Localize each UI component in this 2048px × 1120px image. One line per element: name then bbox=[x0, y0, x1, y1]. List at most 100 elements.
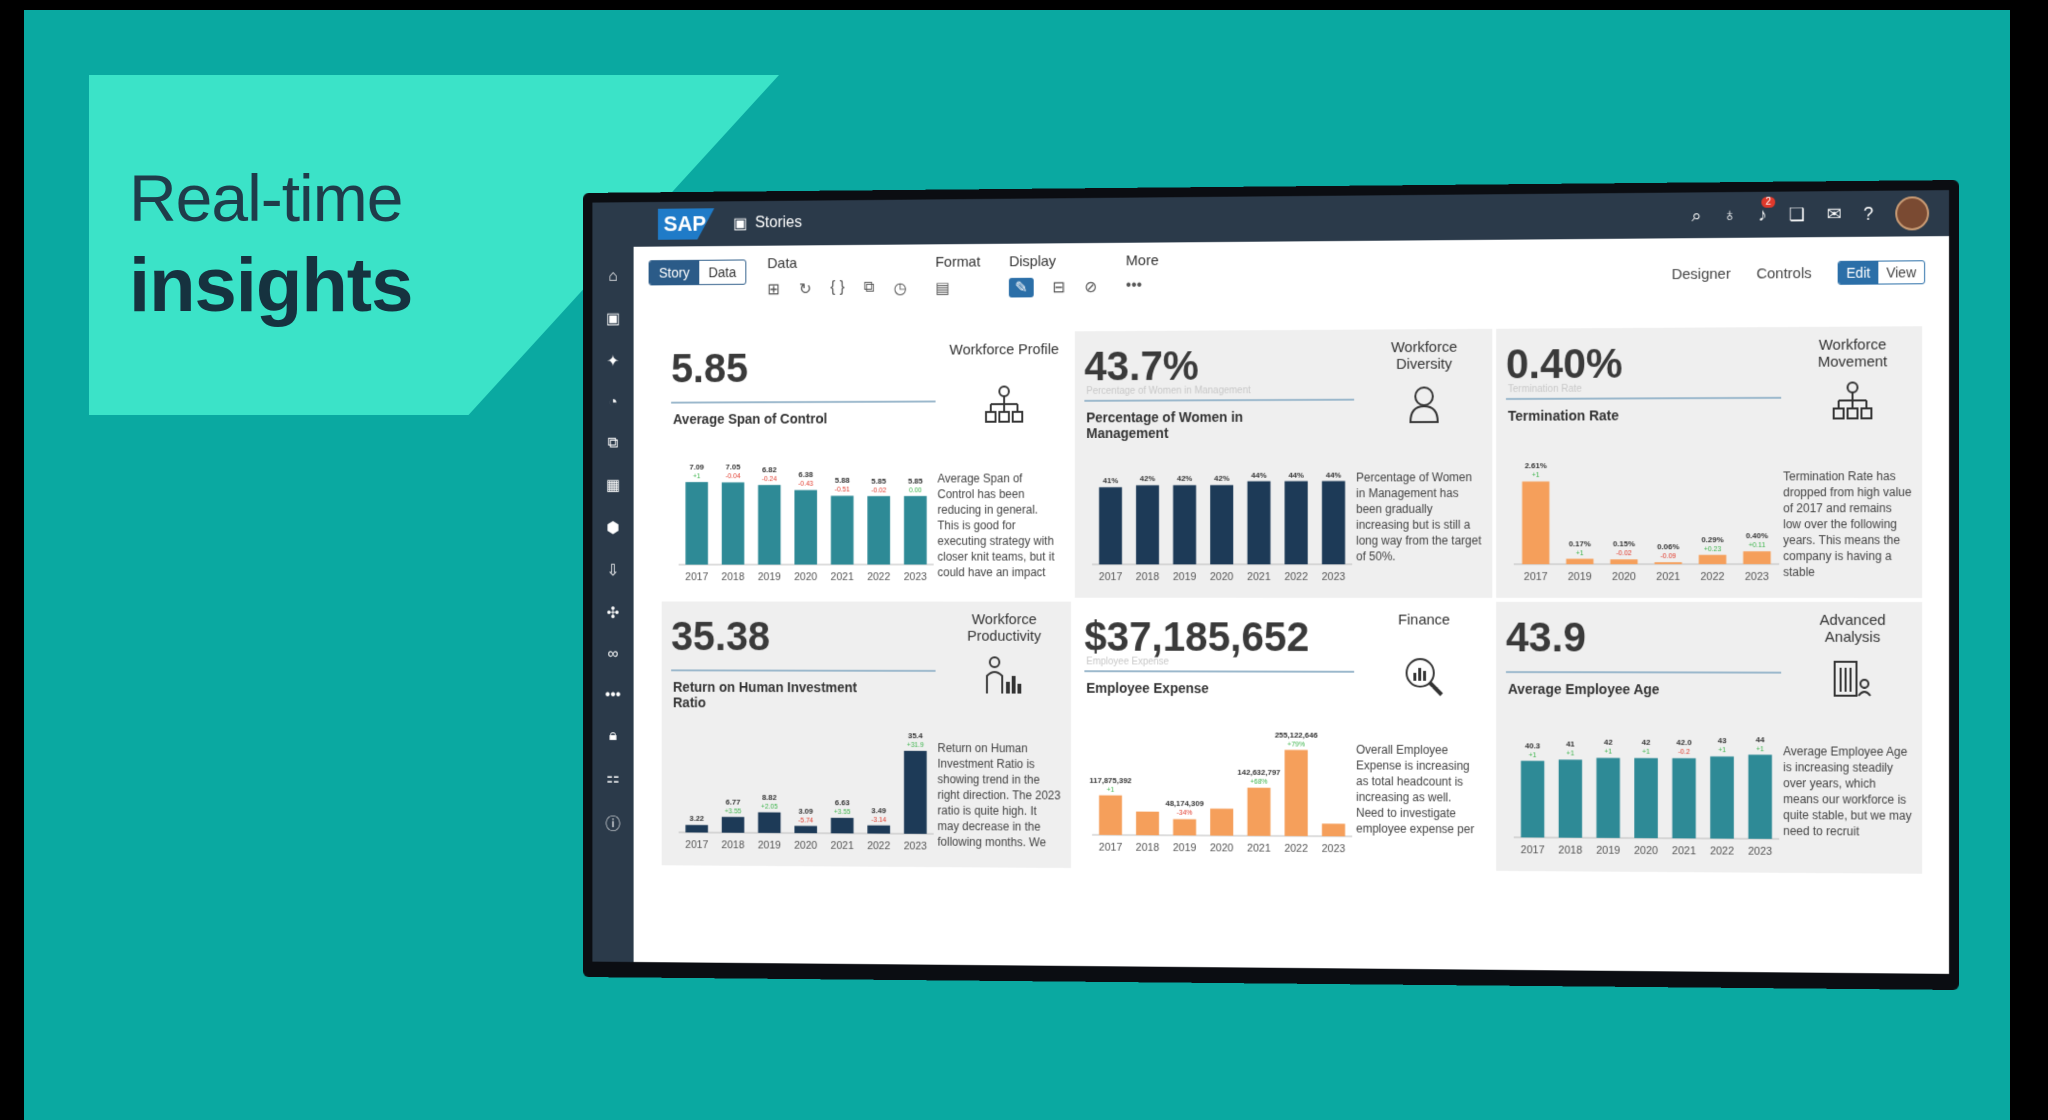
binoculars-icon[interactable]: ∞ bbox=[608, 646, 619, 663]
refresh-icon[interactable]: ↻ bbox=[799, 279, 812, 299]
x-tick-label: 2022 bbox=[1700, 571, 1724, 583]
chart-bar[interactable] bbox=[1210, 485, 1233, 564]
more-options-icon[interactable]: ••• bbox=[1126, 277, 1142, 295]
chart-bar[interactable] bbox=[1136, 812, 1159, 836]
chart-bar[interactable] bbox=[1559, 760, 1582, 838]
chart-bar[interactable] bbox=[1610, 559, 1637, 564]
x-tick-label: 2019 bbox=[1596, 845, 1620, 857]
data-label: 44% bbox=[1251, 470, 1266, 479]
comment-icon[interactable]: ✎ bbox=[1009, 278, 1033, 298]
lightbulb-icon[interactable]: ♁ bbox=[1723, 204, 1736, 225]
modeler-icon[interactable]: ✦ bbox=[607, 352, 620, 371]
more-icon[interactable]: ••• bbox=[605, 687, 621, 704]
chart-bar[interactable] bbox=[1596, 758, 1619, 838]
dashboard-icon[interactable]: ◔ bbox=[608, 394, 617, 411]
chart-bar[interactable] bbox=[1247, 788, 1270, 836]
chart-bar[interactable] bbox=[1743, 551, 1771, 564]
table-icon[interactable]: ▦ bbox=[606, 476, 620, 495]
chart-bar[interactable] bbox=[1285, 750, 1308, 836]
kpi-tile[interactable]: 35.38 Return on Human Investment Ratio W… bbox=[662, 601, 1071, 868]
chart-bar[interactable] bbox=[1173, 485, 1196, 564]
chart-title: Average Employee Age bbox=[1508, 681, 1704, 697]
panel-icon[interactable]: ⊟ bbox=[1052, 278, 1065, 298]
chart-bar[interactable] bbox=[685, 825, 707, 833]
controls-button[interactable]: Controls bbox=[1756, 265, 1811, 282]
chart-bar[interactable] bbox=[1136, 485, 1159, 564]
category-label: Workforce Movement bbox=[1793, 336, 1912, 371]
deployment-icon[interactable]: ⚏ bbox=[606, 768, 619, 787]
history-icon[interactable]: ◷ bbox=[893, 279, 906, 299]
chart-bar[interactable] bbox=[904, 496, 927, 565]
chart-bar[interactable] bbox=[831, 496, 854, 565]
stories-icon[interactable]: ▣ bbox=[606, 309, 620, 328]
bar-chart: 40.3+1201741+1201842+1201942+1202042.0-0… bbox=[1504, 721, 1789, 871]
add-data-icon[interactable]: ⊞ bbox=[767, 280, 780, 300]
x-tick-label: 2020 bbox=[1612, 571, 1636, 583]
chat-icon[interactable]: ❏ bbox=[1789, 204, 1805, 225]
chart-bar[interactable] bbox=[1099, 487, 1122, 564]
chart-bar[interactable] bbox=[1521, 761, 1544, 838]
org-chart-icon bbox=[983, 384, 1025, 427]
designer-button[interactable]: Designer bbox=[1672, 265, 1731, 282]
bell-icon[interactable]: ♪ 2 bbox=[1758, 204, 1767, 225]
chart-bar[interactable] bbox=[685, 482, 707, 565]
chart-bar[interactable] bbox=[758, 485, 781, 565]
apps-icon[interactable]: ⧉ bbox=[608, 435, 619, 452]
chart-bar[interactable] bbox=[867, 825, 890, 833]
chart-bar[interactable] bbox=[1654, 562, 1681, 564]
kpi-tile[interactable]: 5.85 Average Span of Control Workforce P… bbox=[662, 331, 1071, 597]
kpi-tile[interactable]: 0.40% Termination Rate Termination Rate … bbox=[1496, 326, 1922, 598]
sap-logo[interactable]: SAP bbox=[658, 208, 714, 240]
kpi-tile[interactable]: $37,185,652 Employee Expense Employee Ex… bbox=[1075, 602, 1492, 871]
delta-label: +1 bbox=[693, 473, 701, 480]
feedback-icon[interactable]: ✉ bbox=[1827, 204, 1842, 225]
chart-bar[interactable] bbox=[1522, 481, 1549, 564]
explore-icon[interactable]: ⊘ bbox=[1084, 277, 1097, 297]
edit-button[interactable]: Edit bbox=[1838, 262, 1878, 284]
stories-nav[interactable]: ▣ Stories bbox=[733, 213, 802, 233]
chart-bar[interactable] bbox=[1566, 559, 1593, 564]
chart-bar[interactable] bbox=[1322, 481, 1345, 564]
chart-bar[interactable] bbox=[1634, 758, 1658, 838]
x-tick-label: 2022 bbox=[1284, 843, 1308, 855]
chart-bar[interactable] bbox=[904, 751, 927, 834]
home-icon[interactable]: ⌂ bbox=[608, 268, 617, 286]
cube-icon[interactable]: ⬢ bbox=[606, 518, 619, 537]
chart-bar[interactable] bbox=[1699, 555, 1727, 564]
data-tab[interactable]: Data bbox=[699, 260, 746, 284]
story-tab[interactable]: Story bbox=[650, 261, 699, 285]
chart-bar[interactable] bbox=[722, 482, 745, 564]
chart-bar[interactable] bbox=[831, 818, 854, 834]
kpi-tile[interactable]: 43.7% Percentage of Women in Management … bbox=[1075, 329, 1492, 598]
chart-bar[interactable] bbox=[1322, 824, 1345, 837]
security-icon[interactable]: 🔒︎ bbox=[609, 727, 617, 744]
chart-bar[interactable] bbox=[1672, 758, 1696, 838]
chart-bar[interactable] bbox=[1710, 756, 1734, 838]
chart-bar[interactable] bbox=[1099, 795, 1122, 835]
view-button[interactable]: View bbox=[1878, 261, 1924, 283]
chart-title: Average Span of Control bbox=[673, 411, 862, 427]
connections-icon[interactable]: ✣ bbox=[607, 603, 620, 622]
chart-bar[interactable] bbox=[867, 496, 890, 564]
formula-icon[interactable]: { } bbox=[830, 279, 844, 299]
avatar[interactable] bbox=[1895, 196, 1929, 230]
search-icon[interactable]: ⌕ bbox=[1691, 205, 1701, 226]
chart-bar[interactable] bbox=[1173, 819, 1196, 835]
woman-icon bbox=[1403, 382, 1446, 426]
chart-bar[interactable] bbox=[794, 490, 817, 565]
chart-bar[interactable] bbox=[1210, 809, 1233, 836]
chart-bar[interactable] bbox=[1748, 755, 1772, 839]
help-icon[interactable]: ? bbox=[1863, 203, 1873, 224]
import-icon[interactable]: ⇩ bbox=[607, 561, 620, 580]
chart-bar[interactable] bbox=[794, 826, 817, 833]
kpi-divider bbox=[671, 669, 935, 671]
data-label: 44% bbox=[1326, 470, 1342, 479]
chart-bar[interactable] bbox=[1285, 481, 1308, 564]
kpi-tile[interactable]: 43.9 Average Employee Age Advanced Analy… bbox=[1496, 602, 1922, 874]
copy-icon[interactable]: ⧉ bbox=[864, 279, 875, 299]
info-icon[interactable]: ⓘ bbox=[605, 811, 620, 834]
chart-bar[interactable] bbox=[758, 812, 781, 833]
chart-bar[interactable] bbox=[1247, 481, 1270, 564]
chart-bar[interactable] bbox=[722, 817, 745, 833]
format-icon[interactable]: ▤ bbox=[935, 278, 949, 298]
